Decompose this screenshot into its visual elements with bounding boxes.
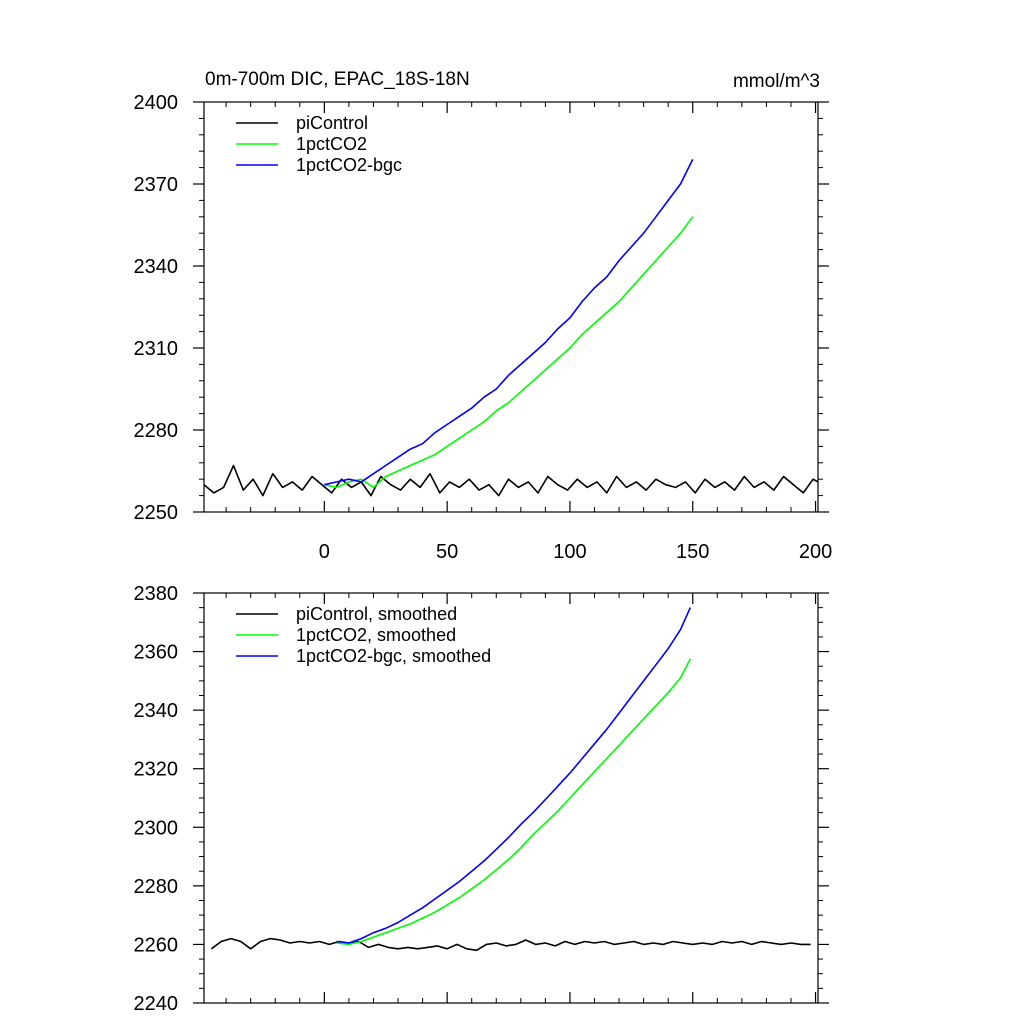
x-tick-label: 100	[553, 541, 586, 563]
units-label: mmol/m^3	[733, 71, 820, 92]
legend-label: 1pctCO2	[296, 134, 367, 154]
legend-label: 1pctCO2-bgc	[296, 155, 402, 175]
y-tick-label: 2380	[134, 583, 179, 605]
y-tick-label: 2240	[134, 993, 179, 1015]
y-tick-label: 2340	[134, 700, 179, 722]
x-tick-label: 50	[436, 541, 458, 563]
plot-frame	[203, 101, 819, 513]
y-tick-label: 2260	[134, 934, 179, 956]
x-tick-label: 200	[799, 541, 832, 563]
x-tick-label: 150	[676, 541, 709, 563]
series-line-picontrol	[203, 464, 819, 497]
y-tick-label: 2250	[134, 502, 179, 524]
series-line-picontrol-smoothed	[210, 937, 811, 952]
y-tick-label: 2360	[134, 642, 179, 664]
plot-title: 0m-700m DIC, EPAC_18S-18N	[205, 69, 470, 90]
legend-label: piControl, smoothed	[296, 604, 457, 624]
y-tick-label: 2280	[134, 420, 179, 442]
y-tick-label: 2280	[134, 876, 179, 898]
x-tick-label: 0	[319, 541, 330, 563]
legend-label: 1pctCO2, smoothed	[296, 625, 456, 645]
series-line-1pctco2-bgc-smoothed	[336, 607, 692, 944]
y-tick-label: 2310	[134, 338, 179, 360]
y-tick-label: 2340	[134, 256, 179, 278]
series-line-1pctco2-bgc	[324, 159, 694, 486]
bottom-plot: 2240 2260 2280 2300 2320 2340 2360 2380 piContr…	[134, 583, 829, 1015]
series-line-1pctco2	[324, 216, 694, 489]
top-plot: 0m-700m DIC, EPAC_18S-18N mmol/m^3 0 50 10…	[134, 69, 833, 563]
y-tick-label: 2400	[134, 92, 179, 114]
y-tick-label: 2300	[134, 817, 179, 839]
y-tick-label: 2370	[134, 174, 179, 196]
legend-label: 1pctCO2-bgc, smoothed	[296, 646, 491, 666]
series-line-1pctco2-smoothed	[336, 658, 692, 946]
y-tick-label: 2320	[134, 759, 179, 781]
legend-label: piControl	[296, 113, 368, 133]
